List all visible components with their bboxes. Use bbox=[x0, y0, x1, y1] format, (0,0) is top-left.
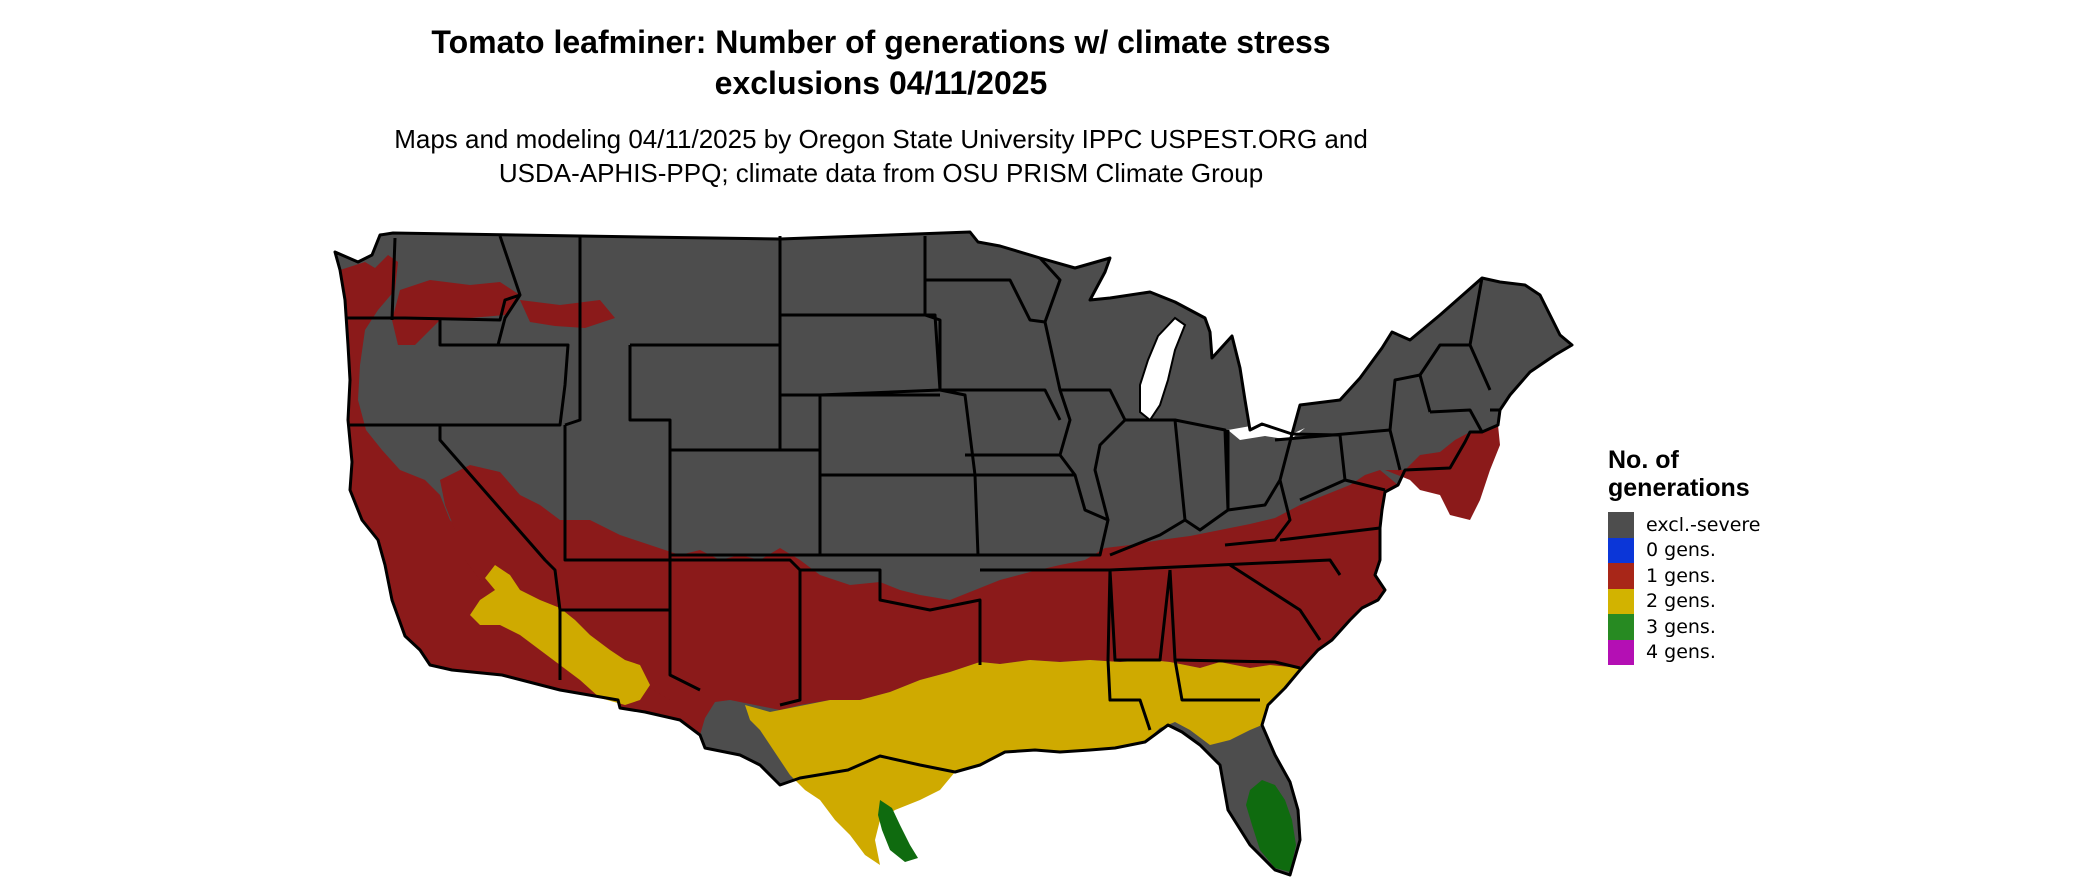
south-texas-green bbox=[878, 800, 918, 862]
columbia-basin-red bbox=[392, 280, 520, 345]
legend-item: 2 gens. bbox=[1608, 588, 1808, 614]
legend-item: 3 gens. bbox=[1608, 614, 1808, 640]
legend-item: excl.-severe bbox=[1608, 512, 1808, 538]
legend-swatch bbox=[1608, 563, 1634, 589]
legend-items: excl.-severe 0 gens. 1 gens. 2 gens. 3 gens.… bbox=[1608, 512, 1808, 665]
subtitle-line-1: Maps and modeling 04/11/2025 by Oregon S… bbox=[394, 124, 1368, 154]
conus-outline bbox=[333, 230, 1574, 877]
legend-label: 1 gens. bbox=[1646, 564, 1716, 587]
legend-item: 0 gens. bbox=[1608, 537, 1808, 563]
south-florida-green bbox=[1246, 780, 1296, 872]
legend-item: 4 gens. bbox=[1608, 639, 1808, 665]
legend-item: 1 gens. bbox=[1608, 563, 1808, 589]
legend-label: 4 gens. bbox=[1646, 641, 1716, 664]
legend-swatch bbox=[1608, 537, 1634, 563]
legend-title: No. of generations bbox=[1608, 446, 1808, 502]
legend-label: excl.-severe bbox=[1646, 513, 1761, 536]
title-line-2: exclusions 04/11/2025 bbox=[714, 65, 1048, 101]
legend: No. of generations excl.-severe 0 gens. 1 … bbox=[1608, 446, 1808, 665]
legend-label: 0 gens. bbox=[1646, 539, 1716, 562]
map-subtitle: Maps and modeling 04/11/2025 by Oregon S… bbox=[0, 122, 1762, 190]
legend-swatch bbox=[1608, 512, 1634, 538]
state-borders bbox=[333, 230, 1574, 877]
title-line-1: Tomato leafminer: Number of generations … bbox=[431, 24, 1331, 60]
legend-label: 2 gens. bbox=[1646, 590, 1716, 613]
subtitle-line-2: USDA-APHIS-PPQ; climate data from OSU PR… bbox=[498, 158, 1264, 188]
snake-river-red bbox=[520, 300, 615, 328]
map-title: Tomato leafminer: Number of generations … bbox=[0, 22, 1762, 104]
three-generation-regions bbox=[878, 780, 1296, 872]
lake-erie-gap bbox=[1228, 424, 1305, 440]
one-generation-regions bbox=[340, 255, 1500, 735]
legend-label: 3 gens. bbox=[1646, 615, 1716, 638]
legend-title-line-2: generations bbox=[1608, 474, 1750, 502]
legend-swatch bbox=[1608, 639, 1634, 665]
legend-title-line-1: No. of bbox=[1608, 446, 1679, 474]
legend-swatch bbox=[1608, 614, 1634, 640]
legend-swatch bbox=[1608, 588, 1634, 614]
pacific-coast-red bbox=[340, 255, 700, 735]
southwest-red bbox=[440, 465, 1398, 735]
mid-atlantic-red bbox=[1385, 425, 1500, 520]
lake-michigan bbox=[1139, 316, 1187, 422]
